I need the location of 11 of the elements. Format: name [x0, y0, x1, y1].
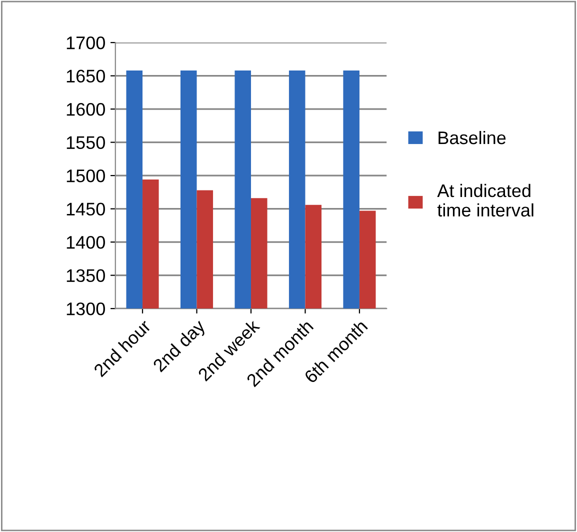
y-tick-label: 1650 — [66, 70, 105, 83]
y-tick-label: 1500 — [66, 169, 105, 182]
y-tick-label: 1400 — [66, 236, 105, 249]
legend-label: At indicated time interval — [437, 184, 534, 217]
y-tick-label: 1550 — [66, 136, 105, 150]
y-tick-label: 1450 — [66, 202, 105, 216]
y-tick-label: 1350 — [66, 269, 105, 282]
y-tick-label: 1700 — [66, 36, 105, 50]
y-tick-label: 1300 — [66, 302, 105, 316]
legend-label: Baseline — [438, 130, 506, 144]
y-tick-label: 1600 — [66, 102, 105, 116]
